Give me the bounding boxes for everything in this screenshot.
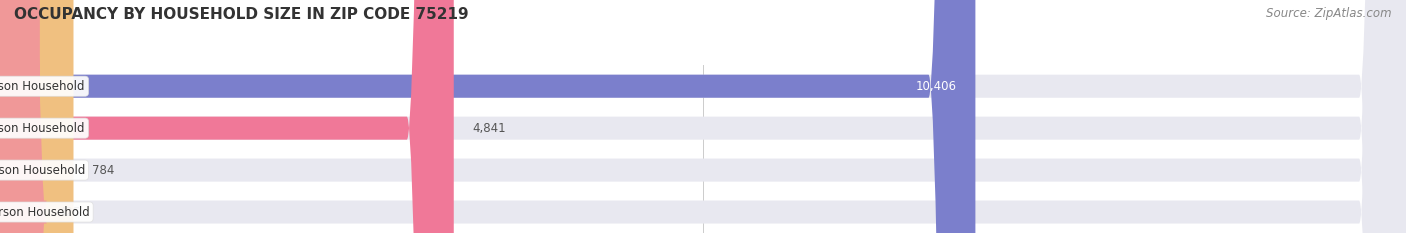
FancyBboxPatch shape xyxy=(0,0,976,233)
Text: 4,841: 4,841 xyxy=(472,122,506,135)
Text: 1-Person Household: 1-Person Household xyxy=(0,80,84,93)
Text: Source: ZipAtlas.com: Source: ZipAtlas.com xyxy=(1267,7,1392,20)
Text: 425: 425 xyxy=(59,206,82,219)
FancyBboxPatch shape xyxy=(0,0,73,233)
FancyBboxPatch shape xyxy=(0,0,454,233)
FancyBboxPatch shape xyxy=(0,0,46,233)
Text: 2-Person Household: 2-Person Household xyxy=(0,122,84,135)
Text: 10,406: 10,406 xyxy=(915,80,956,93)
Text: 4+ Person Household: 4+ Person Household xyxy=(0,206,90,219)
Text: 3-Person Household: 3-Person Household xyxy=(0,164,84,177)
Text: OCCUPANCY BY HOUSEHOLD SIZE IN ZIP CODE 75219: OCCUPANCY BY HOUSEHOLD SIZE IN ZIP CODE … xyxy=(14,7,468,22)
Text: 784: 784 xyxy=(93,164,115,177)
